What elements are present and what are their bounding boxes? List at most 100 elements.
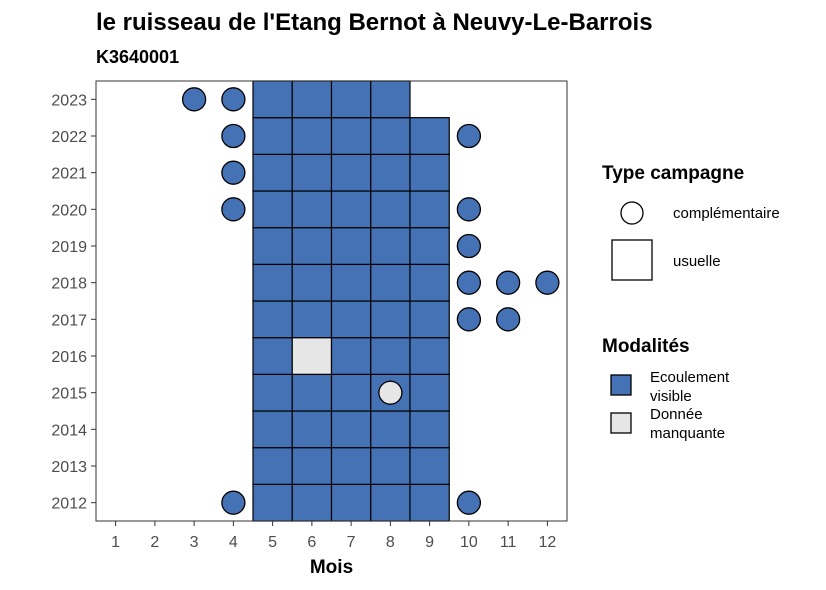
cell-usuelle-2016-9 xyxy=(409,337,450,375)
legend-label-complementaire: complémentaire xyxy=(673,205,780,222)
cell-usuelle-2022-7 xyxy=(330,117,372,155)
cell-usuelle-2022-6 xyxy=(291,117,333,155)
x-tick-label: 10 xyxy=(460,534,478,551)
cell-usuelle-2022-5 xyxy=(252,117,293,155)
point-complementaire-2018-11 xyxy=(495,270,521,295)
legend-label-line: Ecoulement xyxy=(650,369,730,386)
cell-usuelle-2021-7 xyxy=(330,153,372,192)
point-complementaire-2019-10 xyxy=(456,233,482,259)
point-complementaire-2018-10 xyxy=(456,270,482,295)
legend-key-ecoulement xyxy=(610,374,632,396)
chart-subtitle: K3640001 xyxy=(96,47,179,67)
y-tick-label: 2018 xyxy=(51,276,87,293)
cell-usuelle-2012-5 xyxy=(252,483,293,522)
point-complementaire-2020-10 xyxy=(456,197,482,222)
cell-usuelle-2017-6 xyxy=(291,300,333,339)
point-complementaire-2023-3 xyxy=(181,87,207,112)
y-tick-label: 2017 xyxy=(51,312,87,329)
legend-type-campagne: Type campagne complémentaire usuelle xyxy=(602,163,780,281)
chart-title: le ruisseau de l'Etang Bernot à Neuvy-Le… xyxy=(96,9,653,36)
cell-usuelle-2017-8 xyxy=(370,300,411,339)
x-tick-label: 2 xyxy=(150,534,159,551)
cell-usuelle-2012-7 xyxy=(330,483,372,522)
x-tick-label: 8 xyxy=(386,534,395,551)
y-tick-label: 2016 xyxy=(51,349,87,366)
legend-label-donnee-manquante: Donnée manquante xyxy=(650,406,725,442)
legend-label-usuelle: usuelle xyxy=(673,253,721,270)
cell-usuelle-2014-8 xyxy=(370,410,411,449)
cell-usuelle-2021-6 xyxy=(291,153,333,192)
point-complementaire-2022-4 xyxy=(221,123,246,149)
cell-usuelle-2018-8 xyxy=(370,263,411,302)
y-tick-label: 2015 xyxy=(51,386,87,403)
cell-usuelle-2022-9 xyxy=(409,117,450,155)
y-tick-label: 2021 xyxy=(51,166,87,183)
point-complementaire-2023-4 xyxy=(221,87,246,112)
point-complementaire-2022-10 xyxy=(456,123,482,149)
point-complementaire-2020-4 xyxy=(221,197,246,222)
cell-usuelle-2022-8 xyxy=(370,117,411,155)
cell-usuelle-2018-7 xyxy=(330,263,372,302)
cell-usuelle-2023-8 xyxy=(370,80,411,119)
cell-usuelle-2013-5 xyxy=(252,447,293,485)
point-complementaire-2017-11 xyxy=(495,307,521,332)
cell-usuelle-2014-5 xyxy=(252,410,293,449)
x-axis-ticks: 1 2 3 4 5 6 7 8 9 10 11 12 xyxy=(111,521,556,551)
cell-usuelle-2017-9 xyxy=(409,300,450,339)
y-axis-ticks: 2012 2013 2014 2015 2016 2017 2018 2019 2020 2021… xyxy=(51,92,96,513)
x-axis-title: Mois xyxy=(310,557,353,578)
cell-usuelle-2017-7 xyxy=(330,300,372,339)
cell-usuelle-2014-6 xyxy=(291,410,333,449)
y-tick-label: 2019 xyxy=(51,239,87,256)
cell-usuelle-2023-6 xyxy=(291,80,333,119)
x-tick-label: 9 xyxy=(425,534,434,551)
cell-usuelle-2012-9 xyxy=(409,483,450,522)
x-tick-label: 7 xyxy=(347,534,356,551)
cell-usuelle-2012-6 xyxy=(291,483,333,522)
cell-usuelle-2017-5 xyxy=(252,300,293,339)
cell-usuelle-2014-9 xyxy=(409,410,450,449)
point-complementaire-2021-4 xyxy=(221,160,246,185)
cell-usuelle-2023-5 xyxy=(252,80,293,119)
x-tick-label: 6 xyxy=(307,534,316,551)
cell-usuelle-2015-6 xyxy=(291,373,333,412)
cell-usuelle-2020-7 xyxy=(330,190,372,229)
legend-title-modalites: Modalités xyxy=(602,336,690,357)
cell-usuelle-2015-5 xyxy=(252,373,293,412)
x-tick-label: 12 xyxy=(538,534,556,551)
y-tick-label: 2020 xyxy=(51,202,87,219)
legend-key-square xyxy=(611,239,653,281)
x-tick-label: 4 xyxy=(229,534,238,551)
y-tick-label: 2012 xyxy=(51,496,87,513)
cell-usuelle-2013-7 xyxy=(330,447,372,485)
cell-usuelle-2016-8 xyxy=(370,337,411,375)
cell-usuelle-2023-7 xyxy=(330,80,372,119)
cell-usuelle-2016-6 xyxy=(291,337,333,375)
point-complementaire-2017-10 xyxy=(456,307,482,332)
legend-label-line: visible xyxy=(650,388,692,405)
point-complementaire-2012-4 xyxy=(221,490,246,515)
point-complementaire-2012-10 xyxy=(456,490,482,515)
x-tick-label: 3 xyxy=(190,534,199,551)
cell-usuelle-2012-8 xyxy=(370,483,411,522)
cell-usuelle-2013-8 xyxy=(370,447,411,485)
cell-usuelle-2013-6 xyxy=(291,447,333,485)
y-tick-label: 2013 xyxy=(51,459,87,476)
cell-usuelle-2019-7 xyxy=(330,227,372,265)
legend-key-donnee-manquante xyxy=(610,412,632,434)
point-complementaire-2015-8 xyxy=(378,380,403,405)
cell-usuelle-2014-7 xyxy=(330,410,372,449)
x-tick-label: 1 xyxy=(111,534,120,551)
data-cells xyxy=(181,80,560,522)
legend-label-line: manquante xyxy=(650,425,725,442)
cell-usuelle-2020-6 xyxy=(291,190,333,229)
cell-usuelle-2020-8 xyxy=(370,190,411,229)
cell-usuelle-2021-9 xyxy=(409,153,450,192)
cell-usuelle-2021-5 xyxy=(252,153,293,192)
x-tick-label: 11 xyxy=(500,534,517,551)
cell-usuelle-2019-8 xyxy=(370,227,411,265)
cell-usuelle-2013-9 xyxy=(409,447,450,485)
cell-usuelle-2021-8 xyxy=(370,153,411,192)
cell-usuelle-2015-7 xyxy=(330,373,372,412)
